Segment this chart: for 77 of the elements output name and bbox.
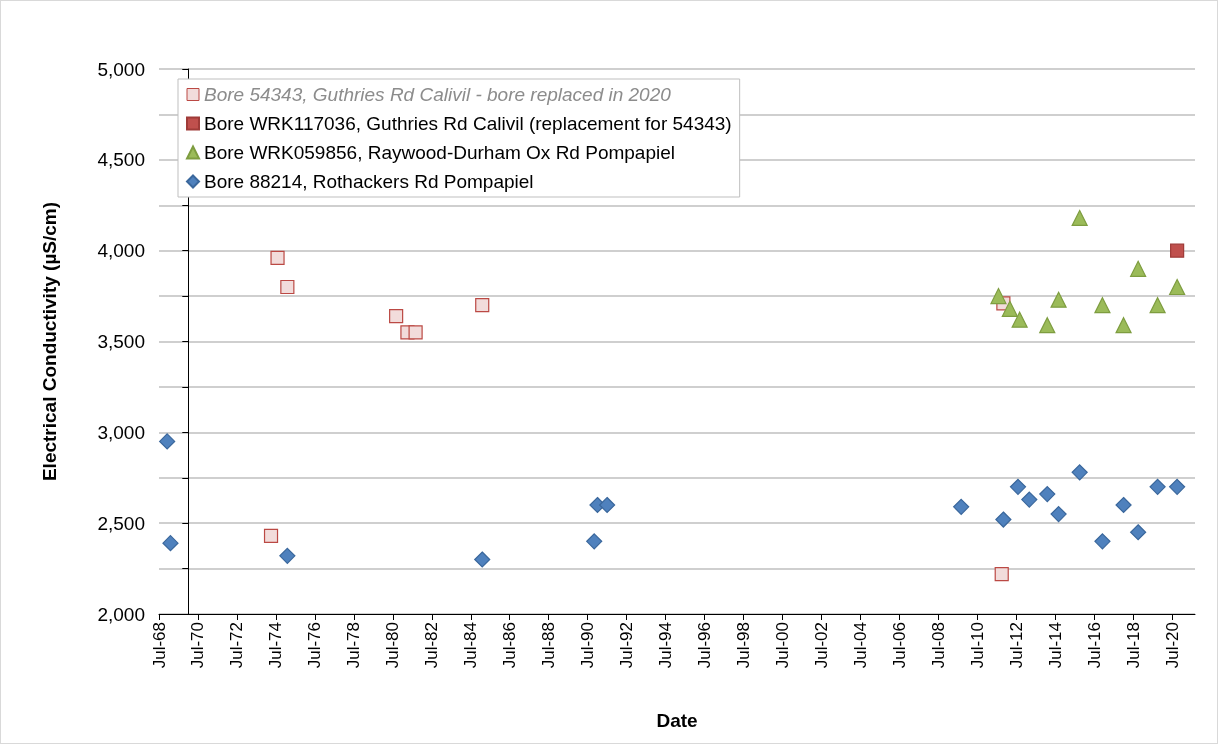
point: [1130, 260, 1147, 277]
x-tick-label: Jul-02: [811, 622, 831, 669]
point: [1039, 317, 1056, 334]
x-tick-label: Jul-92: [617, 622, 637, 669]
point: [1071, 464, 1088, 481]
y-tick-label: 4,000: [97, 240, 145, 262]
y-tick-label: 4,500: [97, 149, 145, 171]
point: [279, 547, 296, 564]
point: [1071, 209, 1088, 227]
point: [1130, 524, 1147, 541]
x-tick-label: Jul-78: [344, 622, 364, 669]
point: [1149, 297, 1166, 314]
legend-label: Bore WRK117036, Guthries Rd Calivil (replacement for 54343): [204, 113, 732, 134]
point: [1115, 317, 1132, 334]
point: [1050, 505, 1067, 523]
point: [1170, 243, 1185, 258]
x-tick-label: Jul-72: [227, 622, 247, 669]
point: [1001, 300, 1018, 317]
x-tick-label: Jul-76: [305, 622, 325, 669]
point: [1149, 478, 1166, 495]
point: [953, 498, 970, 515]
y-tick-label: 3,000: [97, 421, 145, 443]
legend-label: Bore WRK059856, Raywood-Durham Ox Rd Pompapiel: [204, 142, 675, 163]
x-tick-label: Jul-16: [1084, 622, 1104, 669]
x-tick-label: Jul-14: [1045, 622, 1065, 669]
x-tick-label: Jul-06: [889, 622, 909, 669]
x-tick-label: Jul-88: [539, 622, 559, 669]
y-tick-label: 5,000: [97, 58, 145, 80]
point: [995, 511, 1012, 528]
x-tick-label: Jul-86: [500, 622, 520, 669]
y-axis-title: Electrical Conductivity (µS/cm): [39, 201, 60, 482]
point: [599, 496, 616, 514]
point: [1115, 496, 1132, 514]
point: [1039, 486, 1056, 503]
x-tick-label: Jul-94: [656, 622, 676, 669]
x-tick-label: Jul-74: [266, 622, 286, 669]
point: [270, 250, 285, 266]
x-tick-label: Jul-08: [928, 622, 948, 669]
point: [1169, 478, 1186, 495]
point: [1094, 297, 1111, 314]
x-tick-label: Jul-90: [578, 622, 598, 669]
x-tick-label: Jul-82: [422, 622, 442, 669]
x-tick-label: Jul-12: [1006, 622, 1026, 669]
point: [1050, 291, 1067, 308]
y-tick-label: 2,500: [97, 512, 145, 534]
point: [586, 533, 603, 550]
y-tick-label: 2,000: [97, 603, 145, 625]
point: [1094, 533, 1111, 550]
x-tick-label: Jul-00: [773, 622, 793, 669]
point: [159, 433, 176, 450]
point: [162, 535, 179, 552]
y-tick-label: 3,500: [97, 331, 145, 352]
x-tick-label: Jul-70: [188, 622, 208, 669]
x-tick-label: Jul-10: [967, 622, 987, 669]
point: [1011, 311, 1028, 328]
legend-label: Bore 54343, Guthries Rd Calivil - bore replaced in 2020: [204, 84, 672, 105]
point: [263, 528, 279, 543]
x-tick-label: Jul-20: [1162, 622, 1182, 669]
point: [1021, 491, 1038, 508]
x-tick-label: Jul-04: [850, 622, 870, 669]
x-tick-label: Jul-18: [1123, 622, 1143, 669]
x-tick-label: Jul-98: [734, 622, 754, 669]
point: [475, 298, 490, 313]
x-tick-label: Jul-68: [149, 622, 169, 669]
point: [1169, 278, 1186, 296]
x-axis-title: Date: [656, 710, 698, 731]
x-tick-label: Jul-84: [461, 622, 481, 669]
point: [474, 551, 491, 568]
point: [389, 308, 404, 324]
x-tick-label: Jul-96: [695, 622, 715, 669]
x-tick-label: Jul-80: [383, 622, 403, 669]
point: [994, 566, 1009, 582]
legend-label: Bore 88214, Rothackers Rd Pompapiel: [204, 171, 534, 192]
point: [1009, 478, 1027, 495]
point: [408, 325, 423, 340]
point: [280, 279, 295, 295]
point: [990, 287, 1007, 305]
